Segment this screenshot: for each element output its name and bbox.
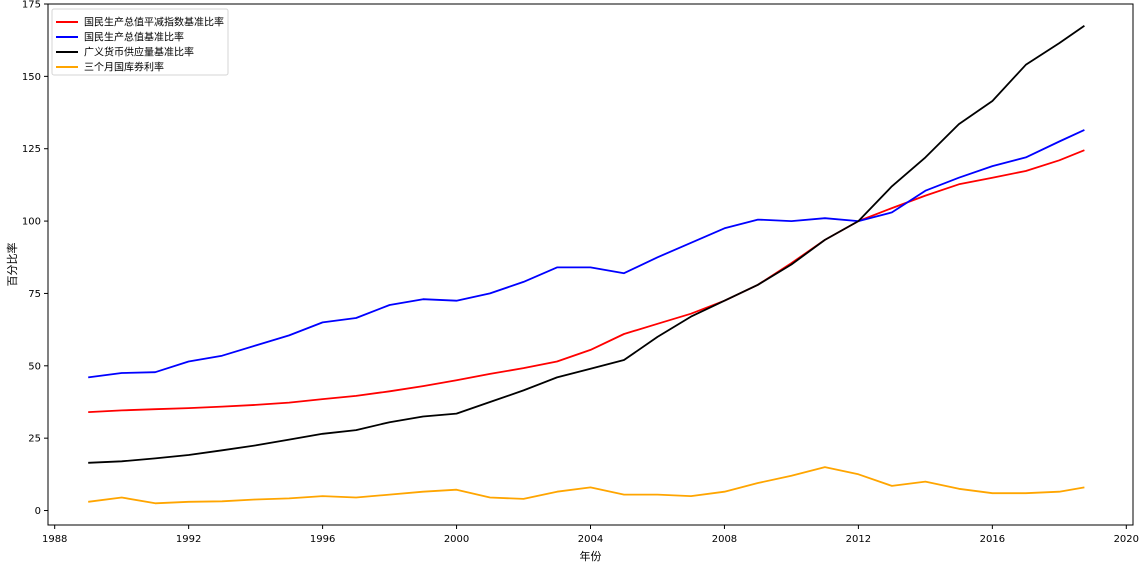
x-axis-ticks: 1988 1992 1996 2000 2004 2008 2012 2016 2020 [42, 525, 1139, 545]
legend: 国民生产总值平减指数基准比率国民生产总值基准比率广义货币供应量基准比率三个月国库… [51, 8, 229, 76]
legend-box [51, 8, 229, 76]
legend-label: 国民生产总值平减指数基准比率 [84, 16, 224, 29]
series-layer [88, 24, 1085, 505]
x-tick-label: 2020 [1114, 534, 1139, 545]
x-tick-label: 2004 [578, 534, 603, 545]
series-line-0 [88, 149, 1085, 413]
y-tick-label: 150 [22, 72, 41, 83]
x-tick-label: 2016 [980, 534, 1005, 545]
x-tick-label: 1996 [310, 534, 335, 545]
x-tick-label: 2012 [846, 534, 871, 545]
plot-frame [47, 3, 1134, 526]
y-tick-label: 50 [28, 361, 41, 372]
series-line-3 [88, 466, 1085, 505]
x-tick-label: 2008 [712, 534, 737, 545]
y-tick-label: 25 [28, 434, 41, 445]
y-axis-ticks: 0 25 50 75 100 125 150 175 [22, 0, 48, 517]
y-tick-label: 75 [28, 289, 41, 300]
y-tick-label: 175 [22, 0, 41, 11]
legend-label: 国民生产总值基准比率 [84, 31, 184, 44]
series-line-1 [88, 129, 1085, 379]
x-tick-label: 1992 [176, 534, 201, 545]
x-tick-label: 1988 [42, 534, 67, 545]
y-axis-label: 百分比率 [5, 243, 19, 287]
y-tick-label: 0 [35, 506, 41, 517]
legend-label: 广义货币供应量基准比率 [84, 46, 194, 59]
x-tick-label: 2000 [444, 534, 469, 545]
legend-label: 三个月国库券利率 [84, 61, 164, 74]
y-tick-label: 100 [22, 217, 41, 228]
y-tick-label: 125 [22, 144, 41, 155]
series-line-2 [88, 24, 1085, 464]
x-axis-label: 年份 [580, 549, 602, 563]
